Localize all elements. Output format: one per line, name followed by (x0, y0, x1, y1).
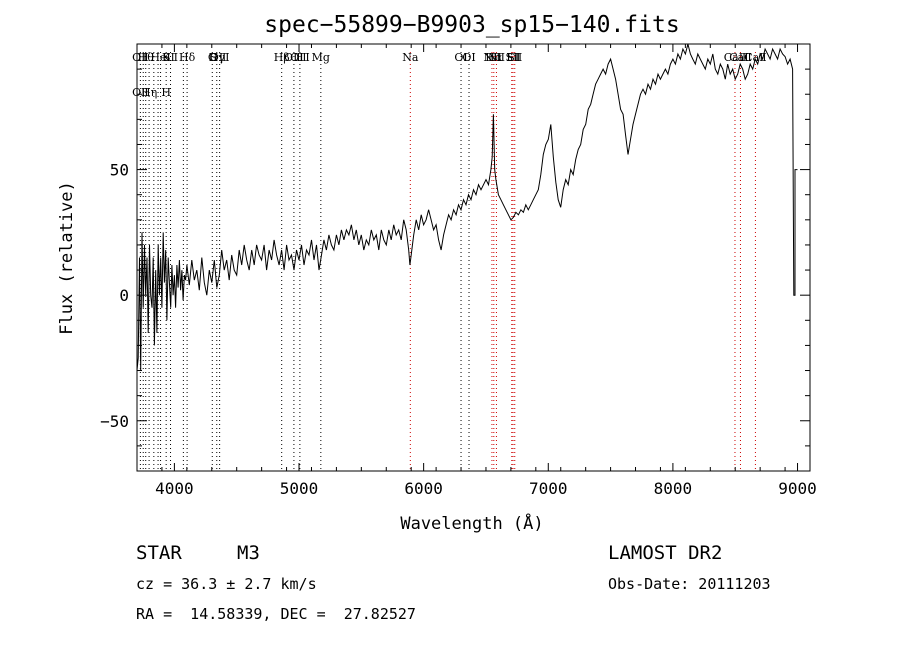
spectral-line-label: SⅡ (507, 51, 522, 64)
observation-date: Obs-Date: 20111203 (608, 575, 771, 593)
plot-frame (136, 43, 811, 472)
y-tick-label: 0 (119, 286, 129, 305)
spectral-line-label: OⅢ (210, 51, 230, 64)
spectral-line-label: OⅠ (454, 51, 467, 64)
spectral-line-label: Hβ (274, 51, 290, 64)
spectral-line-label: NⅡ (488, 51, 505, 64)
x-tick-label: 8000 (654, 479, 693, 498)
spectral-line-label: Hγ (209, 51, 226, 64)
spectral-line-label-lower: OⅡ (132, 86, 149, 99)
spectral-line-label: Li (506, 51, 517, 64)
spectrum-series (136, 43, 798, 371)
spectral-line-label: G (208, 51, 217, 64)
object-class: STAR (136, 542, 182, 564)
spectral-line-label: CaⅡ (729, 51, 751, 64)
spectral-line-label: OⅢ (284, 51, 304, 64)
spectrum-line (136, 43, 798, 371)
chart-title: spec−55899−B9903_sp15−140.fits (264, 12, 679, 38)
x-tick-label: 7000 (529, 479, 568, 498)
spectral-line-label: CaⅡ (744, 51, 766, 64)
spectral-line-label: Hα (485, 51, 503, 64)
x-tick-label: 9000 (778, 479, 817, 498)
spectral-line-label: K (162, 51, 171, 64)
x-tick-label: 4000 (155, 479, 194, 498)
survey-name: LAMOST DR2 (608, 542, 723, 564)
y-tick-label: 50 (110, 161, 129, 180)
spectral-line-label: OⅢ (290, 51, 310, 64)
y-tick-label: −50 (100, 412, 129, 431)
axis-ticks: 4000 5000 6000 7000 8000 9000 −50 0 50 (100, 43, 817, 498)
spectral-line-label: OⅡ (132, 51, 149, 64)
spectral-line-label: Hδ (179, 51, 196, 64)
spectral-line-label: OⅠ (462, 51, 475, 64)
spectral-line-label: Na (402, 51, 419, 64)
spectral-line-label: SⅡ (163, 51, 178, 64)
y-axis-label: Flux (relative) (57, 181, 77, 335)
x-tick-label: 6000 (404, 479, 443, 498)
object-subclass: M3 (237, 542, 260, 564)
spectral-line-label: Mg (312, 51, 330, 64)
x-tick-label: 5000 (280, 479, 319, 498)
spectral-line-label-lower: H (161, 86, 171, 99)
spectral-line-label: Hθ (138, 51, 155, 64)
redshift-velocity: cz = 36.3 ± 2.7 km/s (136, 575, 317, 593)
spectral-line-label-lower: Hη (141, 86, 157, 99)
coordinates: RA = 14.58339, DEC = 27.82527 (136, 605, 416, 623)
x-axis-label: Wavelength (Å) (400, 512, 543, 534)
spectral-line-label: SⅡ (505, 51, 520, 64)
